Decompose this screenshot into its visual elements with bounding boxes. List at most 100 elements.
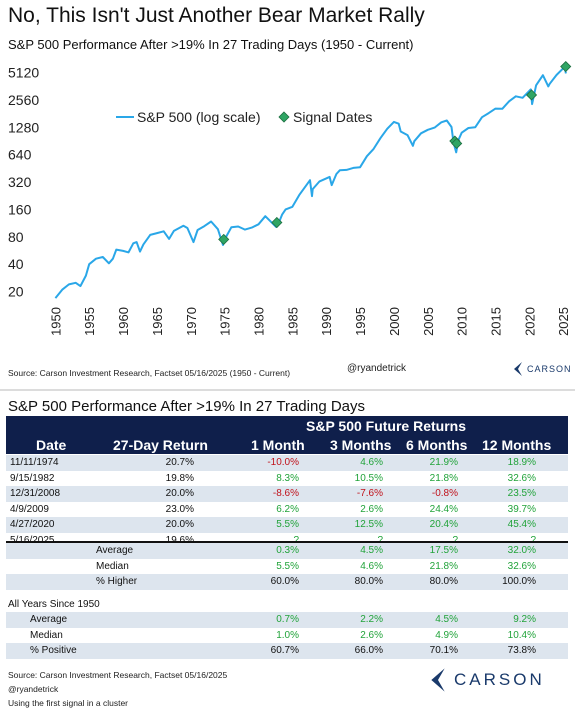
all-years-12m: 73.8% — [507, 645, 536, 656]
table-header: S&P 500 Future Returns Date 27-Day Retur… — [6, 416, 568, 454]
carson-logo-icon — [431, 668, 445, 692]
summary-6m: 17.5% — [429, 545, 458, 556]
signal-date-marker — [218, 233, 230, 245]
row-12m: 39.7% — [507, 503, 536, 515]
carson-logo-icon — [514, 362, 522, 376]
x-tick-label: 1990 — [319, 307, 334, 336]
row-3m: 12.5% — [354, 519, 383, 530]
table-note: Using the first signal in a cluster — [8, 698, 128, 708]
summary-1m: 5.5% — [276, 560, 299, 572]
col-1-month: 1 Month — [251, 437, 305, 453]
summary-rows: Average 0.3% 4.5% 17.5% 32.0% Median 5.5… — [6, 543, 568, 590]
signal-date-marker — [525, 89, 538, 101]
col-date: Date — [36, 437, 67, 453]
row-27day-return: 23.0% — [165, 503, 194, 515]
all-years-row-label: Median — [30, 629, 63, 641]
y-tick-label: 20 — [8, 284, 24, 300]
row-3m: -7.6% — [356, 488, 383, 499]
summary-row: Average 0.3% 4.5% 17.5% 32.0% — [6, 543, 568, 559]
chart-title: No, This Isn't Just Another Bear Market … — [8, 4, 425, 27]
summary-3m: 80.0% — [354, 576, 383, 587]
table-row: 11/11/1974 20.7% -10.0% 4.6% 21.9% 18.9% — [6, 455, 568, 471]
x-tick-label: 1950 — [48, 307, 63, 336]
row-12m: 23.5% — [507, 488, 536, 499]
row-date: 9/15/1982 — [10, 472, 55, 484]
summary-1m: 0.3% — [276, 545, 299, 556]
summary-6m: 21.8% — [429, 560, 458, 572]
x-tick-label: 2020 — [522, 307, 537, 336]
signal-date-marker — [451, 137, 463, 150]
row-27day-return: 20.0% — [165, 488, 194, 499]
all-years-1m: 60.7% — [270, 645, 299, 656]
row-date: 5/16/2025 — [10, 534, 55, 546]
y-tick-label: 5120 — [8, 64, 39, 80]
chart-source: Source: Carson Investment Research, Fact… — [8, 368, 291, 378]
row-12m: 18.9% — [507, 457, 536, 468]
row-date: 4/27/2020 — [10, 519, 55, 530]
col-6-months: 6 Months — [406, 437, 468, 453]
x-tick-label: 1960 — [116, 307, 131, 336]
summary-6m: 80.0% — [429, 576, 458, 587]
x-tick-label: 1955 — [82, 307, 97, 336]
all-years-row-label: % Positive — [30, 645, 77, 656]
row-1m: 8.3% — [276, 472, 299, 484]
x-tick-label: 2010 — [455, 307, 470, 336]
x-tick-label: 1995 — [353, 307, 368, 336]
x-tick-label: 1970 — [184, 307, 199, 336]
all-years-row-label: Average — [30, 614, 68, 625]
row-6m: 20.4% — [429, 519, 458, 530]
y-tick-label: 640 — [8, 147, 32, 163]
all-years-rows: Average 0.7% 2.2% 4.5% 9.2% Median 1.0% … — [6, 612, 568, 659]
row-1m: -10.0% — [267, 457, 299, 468]
row-12m: 32.6% — [507, 472, 536, 484]
x-tick-label: 2005 — [421, 307, 436, 336]
row-1m: 6.2% — [276, 503, 299, 515]
table-row: 9/15/1982 19.8% 8.3% 10.5% 21.8% 32.6% — [6, 471, 568, 487]
legend-line-label: S&P 500 (log scale) — [137, 109, 260, 125]
x-tick-label: 2025 — [556, 307, 571, 336]
all-years-3m: 2.2% — [360, 614, 383, 625]
y-tick-label: 1280 — [8, 119, 39, 135]
col-12-months: 12 Months — [482, 437, 552, 453]
legend-marker-label: Signal Dates — [293, 109, 372, 125]
y-tick-label: 80 — [8, 229, 24, 245]
row-12m: ? — [530, 534, 536, 546]
summary-row: % Higher 60.0% 80.0% 80.0% 100.0% — [6, 574, 568, 590]
summary-1m: 60.0% — [270, 576, 299, 587]
row-27day-return: 19.8% — [165, 472, 194, 484]
row-6m: 24.4% — [429, 503, 458, 515]
row-1m: 5.5% — [276, 519, 299, 530]
y-tick-label: 320 — [8, 174, 32, 190]
summary-label: Median — [96, 560, 129, 572]
all-years-12m: 9.2% — [513, 614, 536, 625]
row-3m: 4.6% — [360, 457, 383, 468]
x-tick-label: 2015 — [489, 307, 504, 336]
row-27day-return: 20.7% — [165, 457, 194, 468]
all-years-label: All Years Since 1950 — [8, 599, 100, 610]
y-tick-label: 40 — [8, 256, 24, 272]
signal-date-marker — [271, 216, 283, 229]
signal-date-marker — [560, 60, 572, 73]
x-tick-label: 1985 — [285, 307, 300, 336]
summary-12m: 32.6% — [507, 560, 536, 572]
col-27day-return: 27-Day Return — [113, 437, 208, 453]
table-row: 4/27/2020 20.0% 5.5% 12.5% 20.4% 45.4% — [6, 517, 568, 533]
row-3m: ? — [377, 534, 383, 546]
summary-row: Median 5.5% 4.6% 21.8% 32.6% — [6, 559, 568, 575]
summary-3m: 4.6% — [360, 560, 383, 572]
all-years-3m: 2.6% — [360, 629, 383, 641]
summary-divider — [6, 541, 568, 543]
legend-marker-swatch — [278, 111, 290, 123]
carson-logo-large: CARSON — [428, 668, 545, 692]
y-tick-label: 160 — [8, 201, 32, 217]
row-27day-return: 20.0% — [165, 519, 194, 530]
chart-handle: @ryandetrick — [347, 363, 407, 374]
table-source: Source: Carson Investment Research, Fact… — [8, 670, 228, 680]
all-years-12m: 10.4% — [507, 629, 536, 641]
all-years-6m: 4.9% — [435, 629, 458, 641]
row-date: 4/9/2009 — [10, 503, 49, 515]
row-6m: 21.9% — [429, 457, 458, 468]
col-3-months: 3 Months — [330, 437, 392, 453]
summary-label: Average — [96, 545, 134, 556]
table-row: 5/16/2025 19.6% ? ? ? ? — [6, 533, 568, 549]
